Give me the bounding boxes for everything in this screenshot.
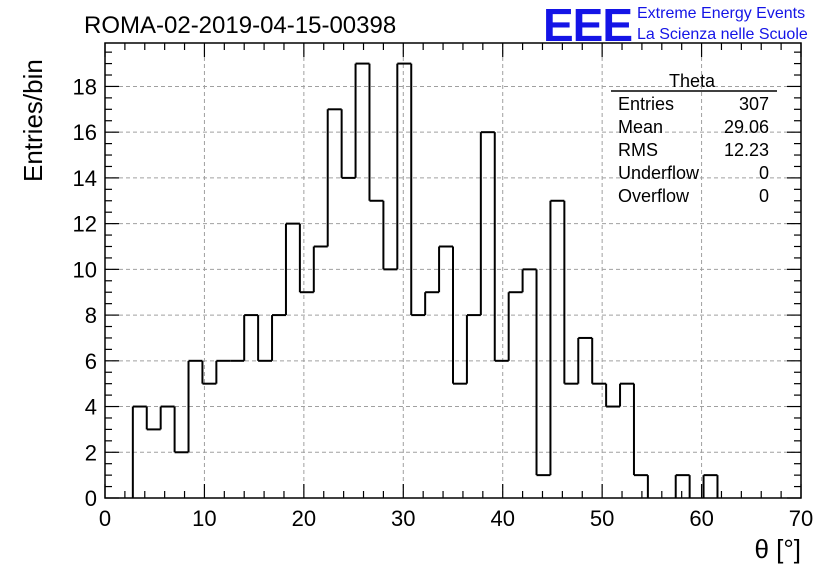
x-tick-labels: 0 10 20 30 40 50 60 70 bbox=[99, 506, 813, 531]
y-tick-label: 6 bbox=[85, 349, 97, 374]
x-tick-label: 10 bbox=[192, 506, 216, 531]
axis-ticks bbox=[104, 43, 802, 499]
stats-value: 0 bbox=[759, 163, 769, 183]
plot-frame bbox=[104, 42, 802, 499]
eee-logo: EEE Extreme Energy Events La Scienza nel… bbox=[543, 0, 808, 51]
stats-rows: Entries 307 Mean 29.06 RMS 12.23 Underflow 0 Ove… bbox=[618, 94, 769, 206]
stats-label: Overflow bbox=[618, 186, 690, 206]
y-tick-labels: 0 2 4 6 8 10 12 14 16 18 bbox=[73, 74, 97, 511]
stats-label: Entries bbox=[618, 94, 674, 114]
y-tick-label: 4 bbox=[85, 395, 97, 420]
histogram-bars bbox=[131, 62, 719, 498]
stats-value: 29.06 bbox=[724, 117, 769, 137]
x-tick-label: 70 bbox=[789, 506, 813, 531]
logo-line-1: Extreme Energy Events bbox=[637, 5, 805, 22]
x-tick-label: 30 bbox=[391, 506, 415, 531]
x-tick-label: 0 bbox=[99, 506, 111, 531]
stats-label: Underflow bbox=[618, 163, 700, 183]
y-tick-label: 14 bbox=[73, 166, 97, 191]
x-tick-label: 60 bbox=[689, 506, 713, 531]
y-tick-label: 12 bbox=[73, 212, 97, 237]
chart-title: ROMA-02-2019-04-15-00398 bbox=[84, 12, 396, 39]
y-tick-label: 2 bbox=[85, 440, 97, 465]
y-tick-label: 8 bbox=[85, 303, 97, 328]
y-axis-label: Entries/bin bbox=[18, 59, 48, 182]
x-tick-label: 40 bbox=[490, 506, 514, 531]
y-tick-label: 10 bbox=[73, 257, 97, 282]
stats-value: 307 bbox=[739, 94, 769, 114]
logo-line-2: La Scienza nelle Scuole bbox=[637, 26, 808, 43]
stats-box: Theta Entries 307 Mean 29.06 RMS 12.23 Underfl… bbox=[611, 71, 777, 206]
stats-title: Theta bbox=[669, 71, 716, 91]
stats-label: Mean bbox=[618, 117, 663, 137]
x-tick-label: 50 bbox=[590, 506, 614, 531]
x-axis-label: θ [°] bbox=[754, 534, 801, 564]
stats-label: RMS bbox=[618, 140, 658, 160]
stats-value: 12.23 bbox=[724, 140, 769, 160]
stats-value: 0 bbox=[759, 186, 769, 206]
x-tick-label: 20 bbox=[292, 506, 316, 531]
y-tick-label: 18 bbox=[73, 74, 97, 99]
y-tick-label: 0 bbox=[85, 486, 97, 511]
y-tick-label: 16 bbox=[73, 120, 97, 145]
